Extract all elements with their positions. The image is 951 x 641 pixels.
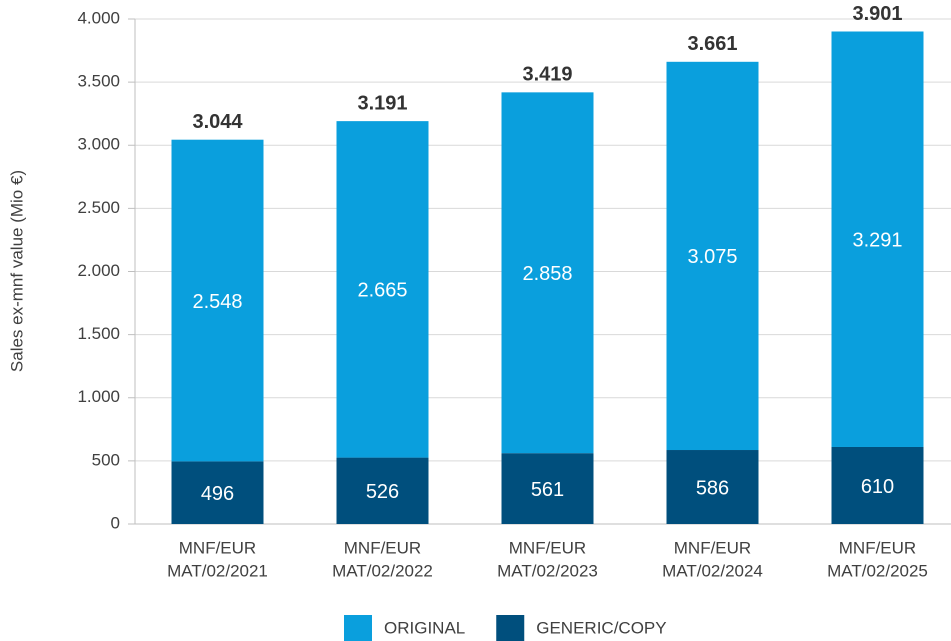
y-tick-label: 1.000 <box>77 387 120 406</box>
x-tick-label: MAT/02/2021 <box>167 561 268 580</box>
x-tick-label: MAT/02/2022 <box>332 561 433 580</box>
y-axis-label: Sales ex-mnf value (Mio €) <box>7 170 26 372</box>
x-tick-label: MAT/02/2023 <box>497 561 598 580</box>
x-tick-label: MNF/EUR <box>179 538 256 557</box>
data-label: 561 <box>531 479 564 501</box>
legend-label: GENERIC/COPY <box>536 618 666 637</box>
bar-segment <box>666 61 759 451</box>
total-label: 3.044 <box>192 111 243 133</box>
x-tick-label: MAT/02/2024 <box>662 561 763 580</box>
data-label: 526 <box>366 481 399 503</box>
y-tick-label: 2.500 <box>77 198 120 217</box>
data-label: 496 <box>201 483 234 505</box>
x-tick-label: MNF/EUR <box>509 538 586 557</box>
y-tick-label: 3.000 <box>77 135 120 154</box>
data-label: 3.291 <box>852 230 902 252</box>
total-label: 3.191 <box>357 92 407 114</box>
legend-swatch <box>496 615 525 641</box>
total-label: 3.901 <box>852 3 902 25</box>
total-label: 3.419 <box>522 64 572 86</box>
bar-segment <box>831 446 924 524</box>
y-tick-label: 3.500 <box>77 72 120 91</box>
bar-segment <box>171 461 264 524</box>
data-label: 2.548 <box>192 291 242 313</box>
data-label: 2.858 <box>522 263 572 285</box>
legend-swatch <box>344 615 372 641</box>
data-label: 2.665 <box>357 280 407 302</box>
bar-segment <box>336 121 429 458</box>
y-tick-label: 500 <box>92 450 120 469</box>
y-tick-label: 1.500 <box>77 324 120 343</box>
data-label: 610 <box>861 476 894 498</box>
x-tick-label: MNF/EUR <box>344 538 421 557</box>
bar-segment <box>501 453 594 524</box>
total-label: 3.661 <box>687 33 737 55</box>
y-tick-label: 0 <box>111 513 120 532</box>
legend-label: ORIGINAL <box>384 618 465 637</box>
x-tick-label: MAT/02/2025 <box>827 561 928 580</box>
bar-segment <box>666 450 759 524</box>
y-tick-label: 4.000 <box>77 8 120 27</box>
data-label: 3.075 <box>687 246 737 268</box>
x-tick-label: MNF/EUR <box>674 538 751 557</box>
y-tick-label: 2.000 <box>77 261 120 280</box>
x-tick-label: MNF/EUR <box>839 538 916 557</box>
bar-segment <box>501 92 594 454</box>
bar-segment <box>171 139 264 462</box>
bar-segment <box>336 457 429 524</box>
data-label: 586 <box>696 477 729 499</box>
bar-segment <box>831 31 924 447</box>
